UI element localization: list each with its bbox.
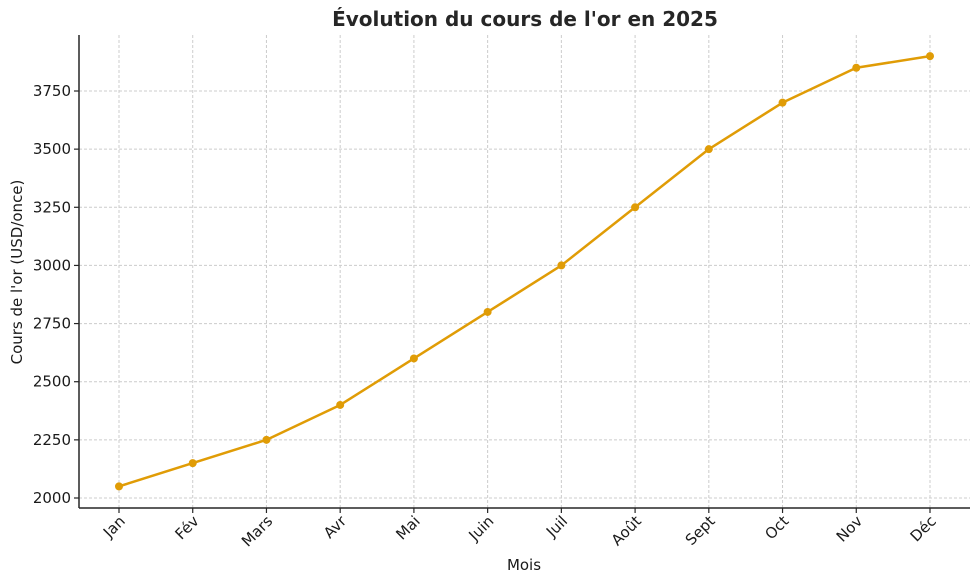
x-tick-label: Sept — [682, 512, 719, 549]
data-point-marker — [926, 52, 934, 61]
x-tick-label: Juin — [465, 512, 498, 545]
data-point-marker — [631, 203, 640, 212]
data-point-marker — [115, 482, 123, 491]
x-axis-ticks: Jan Fév Mars Avr Mai Juin Juil Août Sept Oct Nov Dé… — [99, 508, 940, 550]
y-tick-label: 3000 — [33, 256, 71, 274]
data-point-marker — [483, 307, 492, 316]
data-point-marker — [262, 435, 271, 444]
data-point-marker — [409, 354, 418, 363]
grid-lines — [79, 35, 970, 508]
data-point-marker — [852, 63, 861, 72]
x-tick-label: Déc — [907, 512, 940, 545]
y-tick-label: 3500 — [33, 140, 71, 158]
x-tick-label: Oct — [761, 512, 792, 543]
data-point-marker — [557, 261, 566, 270]
data-point-marker — [336, 400, 345, 409]
chart-title: Évolution du cours de l'or en 2025 — [332, 7, 718, 31]
y-tick-label: 2000 — [33, 489, 71, 507]
x-tick-label: Fév — [171, 512, 202, 543]
y-tick-label: 3250 — [33, 198, 71, 216]
y-axis-label: Cours de l'or (USD/once) — [8, 180, 26, 365]
y-axis-ticks: 2000 2250 2500 2750 3000 3250 3500 3750 — [33, 82, 79, 507]
y-tick-label: 3750 — [33, 82, 71, 100]
x-tick-label: Nov — [833, 512, 867, 546]
x-tick-label: Mars — [238, 512, 276, 550]
x-tick-label: Jan — [99, 512, 129, 542]
data-point-marker — [704, 145, 713, 154]
x-tick-label: Août — [608, 512, 645, 549]
series-line — [118, 54, 931, 488]
y-tick-label: 2750 — [33, 315, 71, 333]
axes — [78, 35, 970, 509]
data-point-marker — [778, 98, 787, 107]
x-tick-label: Mai — [392, 512, 423, 543]
x-tick-label: Juil — [542, 512, 571, 541]
y-tick-label: 2500 — [33, 373, 71, 391]
x-axis-label: Mois — [507, 556, 541, 574]
x-tick-label: Avr — [320, 512, 351, 543]
y-tick-label: 2250 — [33, 431, 71, 449]
data-series — [115, 52, 934, 491]
data-point-marker — [188, 459, 197, 468]
